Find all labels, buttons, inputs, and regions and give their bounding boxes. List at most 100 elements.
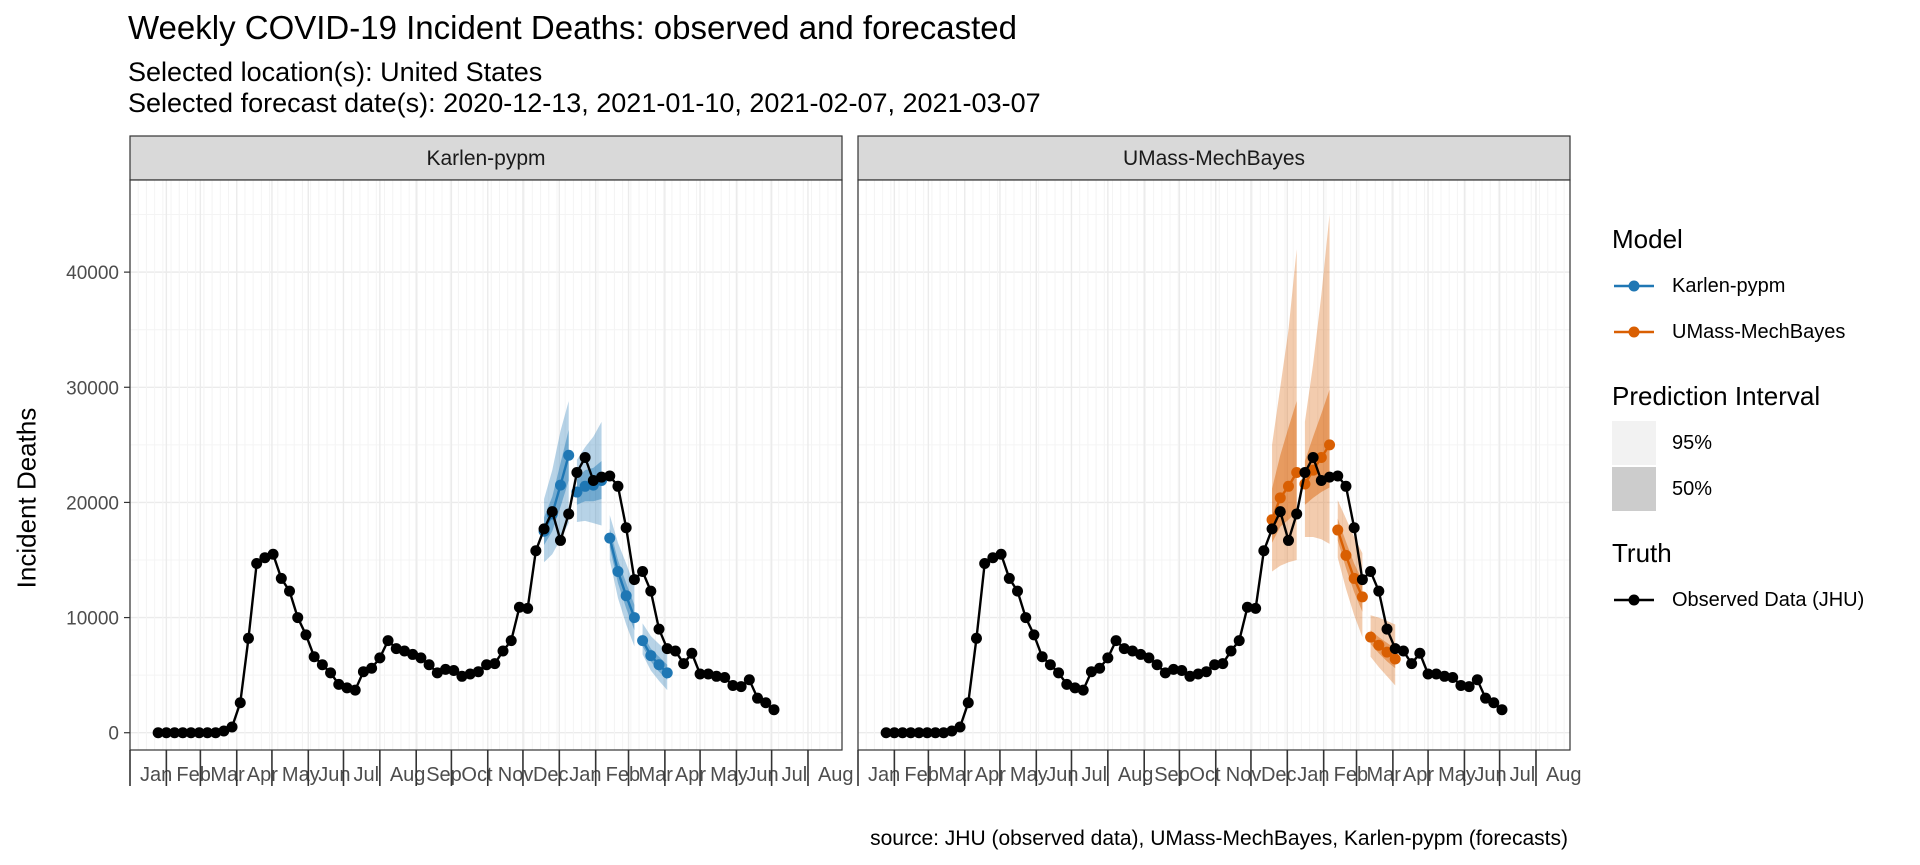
forecast-point — [1356, 591, 1368, 603]
observed-point — [407, 648, 419, 660]
legend-swatch-95 — [1612, 421, 1656, 465]
observed-point — [308, 651, 320, 663]
legend-key-umass — [1612, 310, 1656, 354]
observed-point — [1159, 667, 1171, 679]
observed-point — [1315, 475, 1327, 487]
legend-label-95: 95% — [1672, 431, 1713, 454]
x-tick-label: Jun — [746, 764, 778, 786]
observed-point — [374, 652, 386, 664]
observed-point — [1373, 585, 1385, 597]
x-tick-label: Oct — [461, 764, 493, 786]
legend-interval: Prediction Interval 95% 50% — [1612, 381, 1912, 512]
subtitle-location: Selected location(s): United States — [128, 57, 543, 87]
observed-point — [1126, 645, 1138, 657]
x-tick-label: Jul — [353, 764, 379, 786]
x-tick-label: Aug — [818, 764, 854, 786]
observed-point — [727, 680, 739, 692]
panel-border — [129, 179, 843, 751]
x-tick-label: Aug — [1546, 764, 1582, 786]
legend-label-50: 50% — [1672, 477, 1713, 500]
observed-point — [1299, 466, 1311, 478]
observed-point — [1488, 697, 1500, 709]
observed-point — [415, 652, 427, 664]
facet-strip — [129, 135, 843, 181]
y-tick-label: 40000 — [66, 263, 119, 284]
observed-point — [242, 632, 254, 644]
y-tick-label: 0 — [108, 724, 119, 745]
x-tick-label: Jun — [318, 764, 350, 786]
x-tick-label: Jul — [1081, 764, 1107, 786]
observed-point — [546, 506, 558, 518]
observed-point — [251, 557, 263, 569]
legend-key-karlen — [1612, 264, 1656, 308]
observed-point — [472, 666, 484, 678]
observed-point — [1036, 651, 1048, 663]
observed-point — [489, 658, 501, 670]
legend-label-umass: UMass-MechBayes — [1672, 320, 1846, 343]
observed-point — [1044, 659, 1056, 671]
x-tick-label: Apr — [1403, 764, 1434, 786]
x-tick-label: May — [1438, 764, 1476, 786]
observed-point — [710, 670, 722, 682]
x-tick-label: Sep — [426, 764, 462, 786]
forecast-line — [1303, 444, 1331, 485]
forecast-point — [628, 612, 640, 624]
observed-point — [1250, 602, 1262, 614]
forecast-point — [1365, 631, 1377, 643]
observed-point — [333, 678, 345, 690]
forecast-point — [1340, 549, 1352, 561]
observed-point — [1061, 678, 1073, 690]
observed-point — [1471, 674, 1483, 686]
observed-point — [226, 721, 238, 733]
observed-point — [234, 697, 246, 709]
observed-point — [1274, 506, 1286, 518]
observed-point — [1020, 612, 1032, 624]
x-tick-label: May — [1010, 764, 1048, 786]
observed-point — [1102, 652, 1114, 664]
observed-point — [628, 574, 640, 586]
observed-point — [423, 659, 435, 671]
forecast-point — [1389, 653, 1401, 665]
observed-point — [1241, 601, 1253, 613]
legend-item-karlen: Karlen-pypm — [1612, 263, 1912, 309]
observed-point — [522, 602, 534, 614]
observed-point — [686, 647, 698, 659]
legend-item-umass: UMass-MechBayes — [1612, 309, 1912, 355]
forecast-line — [641, 640, 669, 674]
observed-point — [979, 557, 991, 569]
observed-point — [1028, 629, 1040, 641]
observed-point — [481, 659, 493, 671]
x-tick-label: Mar — [1367, 764, 1402, 786]
legend-key-observed — [1612, 578, 1656, 622]
forecast-point — [579, 480, 591, 492]
observed-point — [218, 725, 230, 737]
x-tick-label: Jun — [1474, 764, 1506, 786]
observed-point — [284, 585, 296, 597]
observed-point — [1085, 666, 1097, 678]
forecast-point — [1282, 480, 1294, 492]
observed-point — [1463, 681, 1475, 693]
legend-item-observed: Observed Data (JHU) — [1612, 577, 1912, 623]
observed-point — [448, 665, 460, 677]
legend-truth: Truth Observed Data (JHU) — [1612, 538, 1912, 623]
x-tick-label: Feb — [904, 764, 938, 786]
observed-point — [694, 668, 706, 680]
x-tick-label: May — [710, 764, 748, 786]
pi50-band — [609, 528, 635, 631]
x-tick-label: Nov — [498, 764, 534, 786]
observed-point — [357, 666, 369, 678]
legend-item-95: 95% — [1612, 420, 1912, 466]
legend-interval-title: Prediction Interval — [1612, 381, 1821, 411]
observed-point — [571, 466, 583, 478]
observed-point — [880, 727, 892, 739]
observed-point — [1455, 680, 1467, 692]
observed-point — [921, 727, 933, 739]
forecast-point — [612, 566, 624, 578]
observed-point — [743, 674, 755, 686]
observed-point — [382, 635, 394, 647]
observed-point — [962, 697, 974, 709]
x-tick-label: Sep — [1154, 764, 1190, 786]
y-tick-label: 10000 — [66, 609, 119, 630]
observed-point — [897, 727, 909, 739]
forecast-point — [620, 590, 632, 602]
